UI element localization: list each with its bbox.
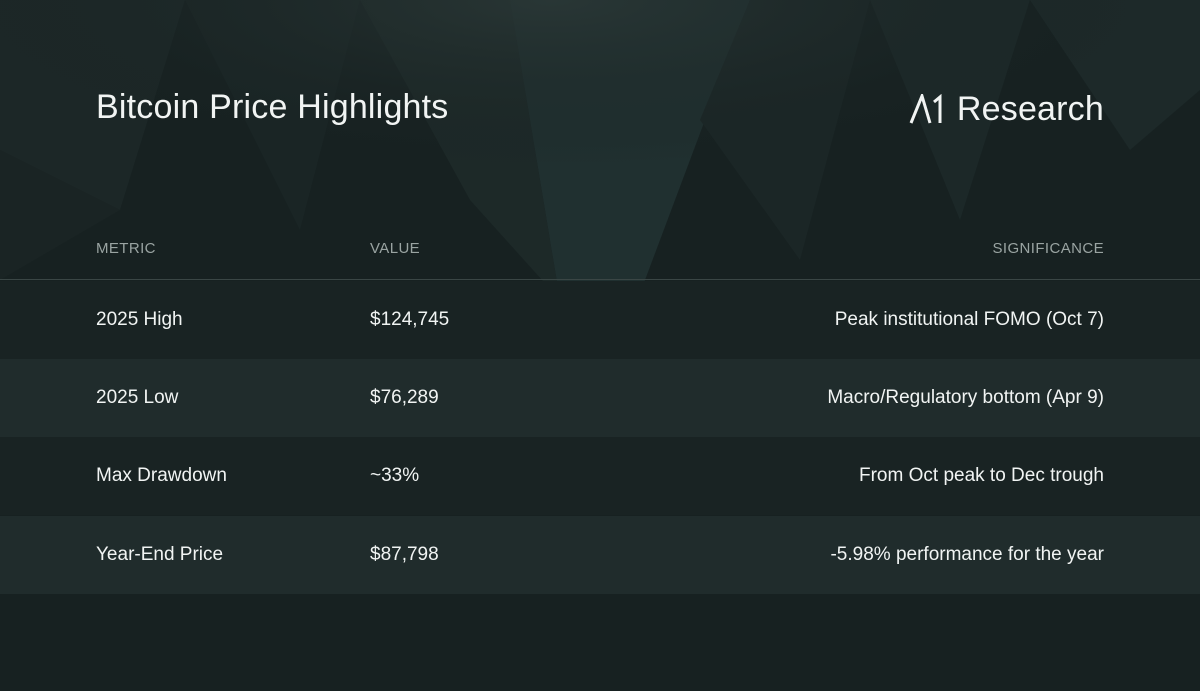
column-header-value: VALUE: [370, 240, 421, 257]
table-header: METRIC VALUE SIGNIFICANCE: [0, 228, 1200, 280]
table-row: 2025 High $124,745 Peak institutional FO…: [0, 281, 1200, 359]
metric-cell: Max Drawdown: [96, 465, 227, 486]
significance-cell: Macro/Regulatory bottom (Apr 9): [827, 387, 1104, 408]
value-cell: ~33%: [370, 465, 420, 486]
metric-cell: 2025 Low: [96, 387, 179, 408]
value-cell: $124,745: [370, 309, 450, 330]
significance-cell: -5.98% performance for the year: [830, 544, 1104, 565]
a1-logo-icon: [909, 94, 942, 124]
column-header-significance: SIGNIFICANCE: [992, 240, 1104, 257]
significance-cell: Peak institutional FOMO (Oct 7): [834, 309, 1104, 330]
value-cell: $76,289: [370, 387, 439, 408]
brand-name: Research: [956, 89, 1104, 128]
table-row: Year-End Price $87,798 -5.98% performanc…: [0, 516, 1200, 594]
column-header-metric: METRIC: [96, 240, 156, 257]
brand-logo: Research: [909, 88, 1104, 130]
metric-cell: Year-End Price: [96, 544, 224, 565]
metric-cell: 2025 High: [96, 309, 183, 330]
table-row: Max Drawdown ~33% From Oct peak to Dec t…: [0, 437, 1200, 515]
table-row: 2025 Low $76,289 Macro/Regulatory bottom…: [0, 359, 1200, 437]
significance-cell: From Oct peak to Dec trough: [859, 465, 1104, 486]
page-title: Bitcoin Price Highlights: [96, 88, 449, 126]
value-cell: $87,798: [370, 544, 439, 565]
